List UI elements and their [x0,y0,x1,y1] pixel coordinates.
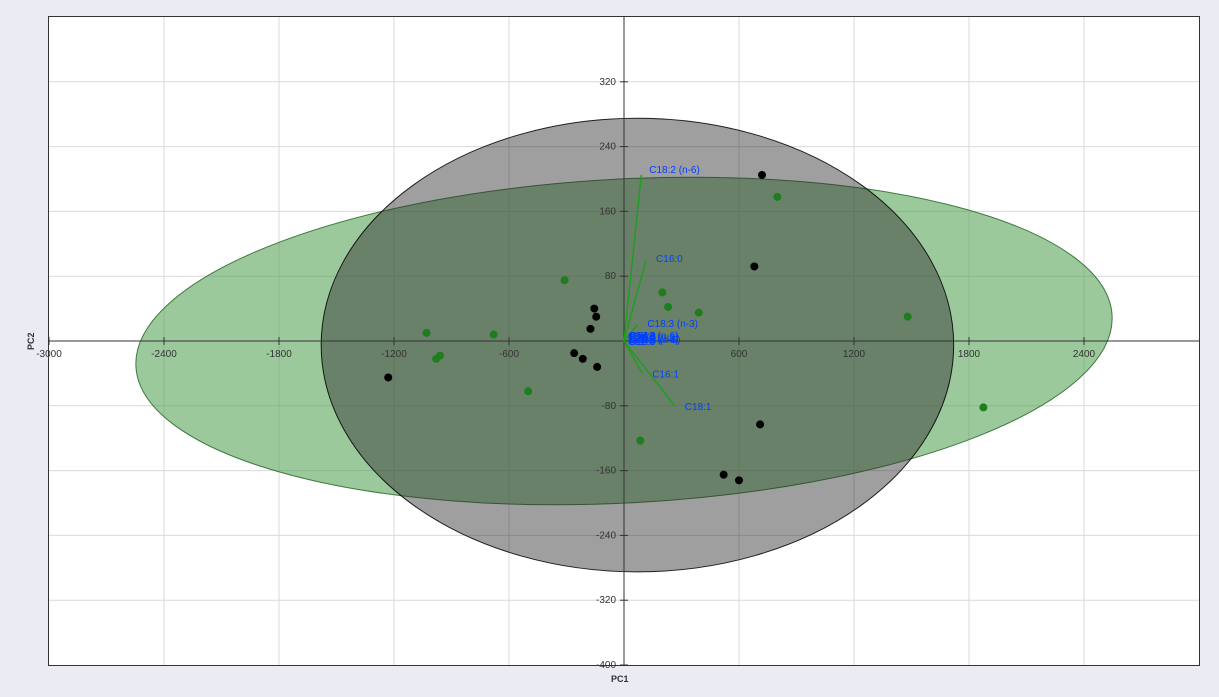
plot-area: -3000-2400-1800-1200-600600120018002400-… [48,16,1200,666]
score-point-green [432,355,440,363]
x-axis-label: PC1 [611,674,629,684]
x-tick-label: -2400 [151,349,177,360]
score-point-green [695,309,703,317]
x-tick-label: 1800 [958,349,981,360]
score-point-black [384,373,392,381]
score-point-black [570,349,578,357]
score-point-green [904,313,912,321]
x-tick-label: -600 [499,349,519,360]
y-axis-label: PC2 [26,332,36,350]
y-tick-label: 320 [599,77,616,88]
score-point-green [490,331,498,339]
score-point-green [524,387,532,395]
score-point-green [561,276,569,284]
score-point-black [756,420,764,428]
score-point-green [636,437,644,445]
y-tick-label: -80 [602,401,617,412]
page-background: -3000 -2400 -1800 -1200 -600 600 1200 1800 2400 -… [0,0,1219,697]
x-tick-label: -1200 [381,349,407,360]
score-point-black [750,262,758,270]
y-tick-label: -400 [596,660,616,671]
score-point-green [979,403,987,411]
loading-label: C16:0 [656,254,683,265]
score-point-black [586,325,594,333]
x-tick-label: 2400 [1073,349,1096,360]
score-point-black [590,305,598,313]
pca-biplot-svg: -3000-2400-1800-1200-600600120018002400-… [49,17,1199,665]
x-tick-label: -1800 [266,349,292,360]
x-tick-label: 1200 [843,349,866,360]
score-point-green [658,288,666,296]
score-point-black [758,171,766,179]
y-tick-label: -320 [596,595,616,606]
loading-label: C18:1 [685,402,712,413]
score-point-black [593,363,601,371]
score-point-green [773,193,781,201]
y-tick-label: -160 [596,466,616,477]
score-point-green [664,303,672,311]
y-tick-label: 160 [599,206,616,217]
score-point-black [592,313,600,321]
score-point-green [423,329,431,337]
score-point-black [720,471,728,479]
score-point-black [579,355,587,363]
loading-label: C18:3 (n-3) [647,319,698,330]
y-tick-label: -240 [596,530,616,541]
x-tick-label: -3000 [36,349,62,360]
y-tick-label: 80 [605,271,617,282]
loading-label-cluster: C22:6 (n-3) [628,333,679,344]
loading-label: C16:1 [652,369,679,380]
x-tick-label: 600 [731,349,748,360]
y-tick-label: 240 [599,142,616,153]
loading-label: C18:2 (n-6) [649,165,700,176]
score-point-black [735,476,743,484]
